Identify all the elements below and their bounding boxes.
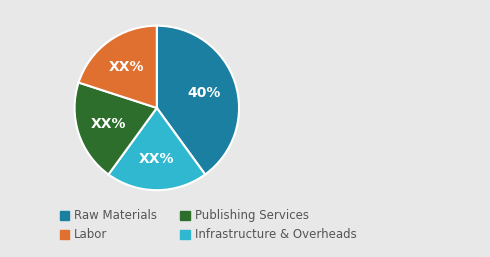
Text: XX%: XX% xyxy=(139,152,174,166)
Wedge shape xyxy=(78,26,157,108)
Wedge shape xyxy=(157,26,239,175)
Wedge shape xyxy=(108,108,205,190)
Text: 40%: 40% xyxy=(187,86,220,100)
Legend: Raw Materials, Labor, Publishing Services, Infrastructure & Overheads: Raw Materials, Labor, Publishing Service… xyxy=(55,205,361,246)
Wedge shape xyxy=(74,82,157,175)
Text: XX%: XX% xyxy=(91,117,126,131)
Text: XX%: XX% xyxy=(109,60,145,74)
